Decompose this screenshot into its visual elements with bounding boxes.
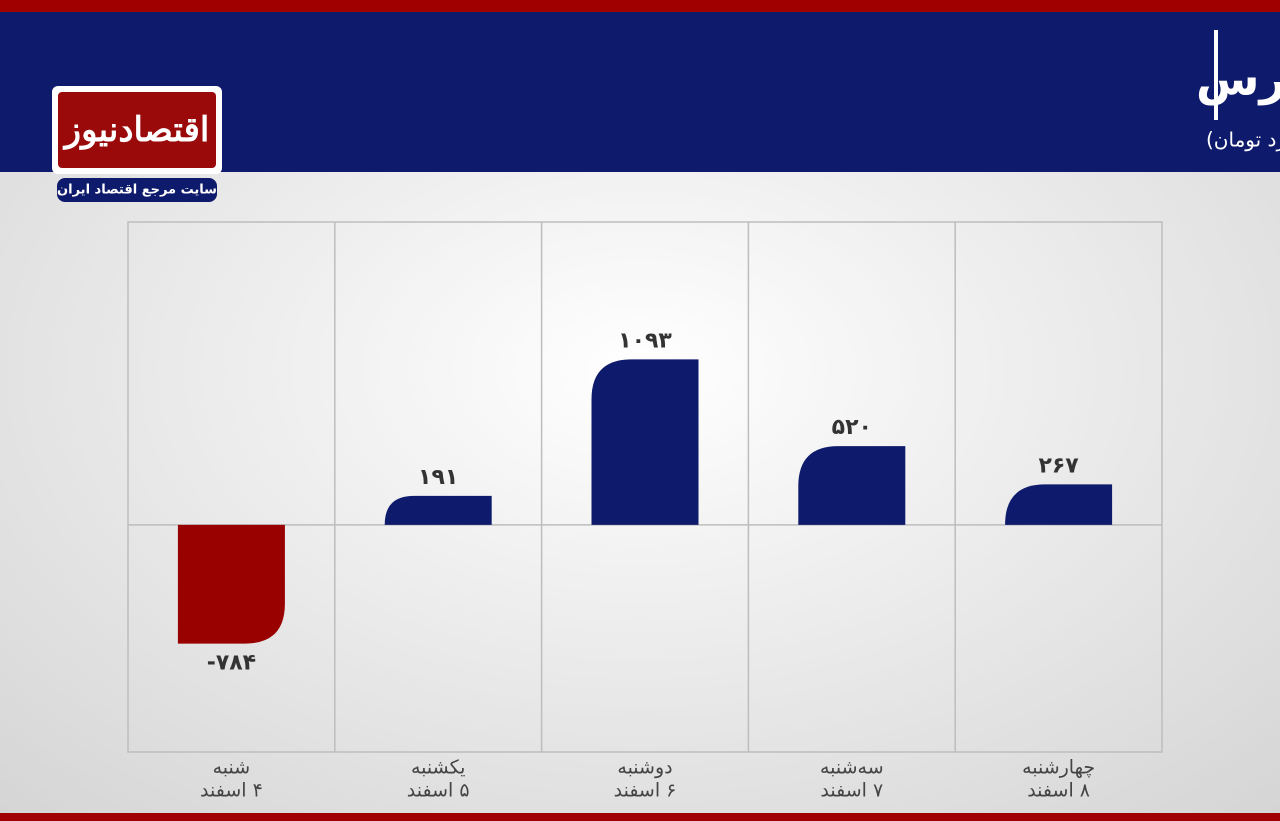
chart-subtitle: (واحد:میلیارد تومان): [1206, 128, 1280, 152]
logo-box: [58, 92, 216, 168]
bar: [177, 524, 285, 644]
x-tick-label: ۶ اسفند: [614, 780, 677, 802]
logo-tagline: سایت مرجع اقتصاد ایران: [57, 183, 217, 198]
plot-border: [127, 221, 1163, 753]
bar: [591, 359, 699, 525]
value-label: ۵۲۰: [832, 415, 872, 440]
x-tick-label: ۸ اسفند: [1027, 780, 1090, 802]
top-strip: [0, 0, 1280, 12]
x-tick-label: سه‌شنبه: [820, 757, 884, 779]
x-tick-label: دوشنبه: [617, 757, 672, 779]
logo-tagline-box: [57, 178, 217, 202]
bottom-strip: [0, 813, 1280, 821]
x-tick-label: چهارشنبه: [1022, 757, 1095, 779]
logo-text: اقتصادنیوز: [63, 110, 210, 150]
bar: [1005, 484, 1113, 525]
x-tick-label: ۴ اسفند: [200, 780, 263, 802]
value-label: ۱۰۹۳: [618, 328, 672, 353]
value-label: ۲۶۷: [1038, 453, 1079, 478]
bar: [798, 446, 906, 525]
value-label: -۷۸۴: [207, 651, 256, 676]
bar: [384, 495, 492, 525]
x-tick-label: یکشنبه: [411, 757, 465, 779]
x-tick-label: شنبه: [213, 757, 251, 779]
title-bar: [1214, 30, 1218, 120]
chart-title: روند ورود و خروج پول حقیقی در بورس: [1196, 52, 1280, 107]
x-tick-label: ۵ اسفند: [407, 780, 470, 802]
value-label: ۱۹۱: [418, 465, 458, 490]
x-tick-label: ۷ اسفند: [820, 780, 883, 802]
